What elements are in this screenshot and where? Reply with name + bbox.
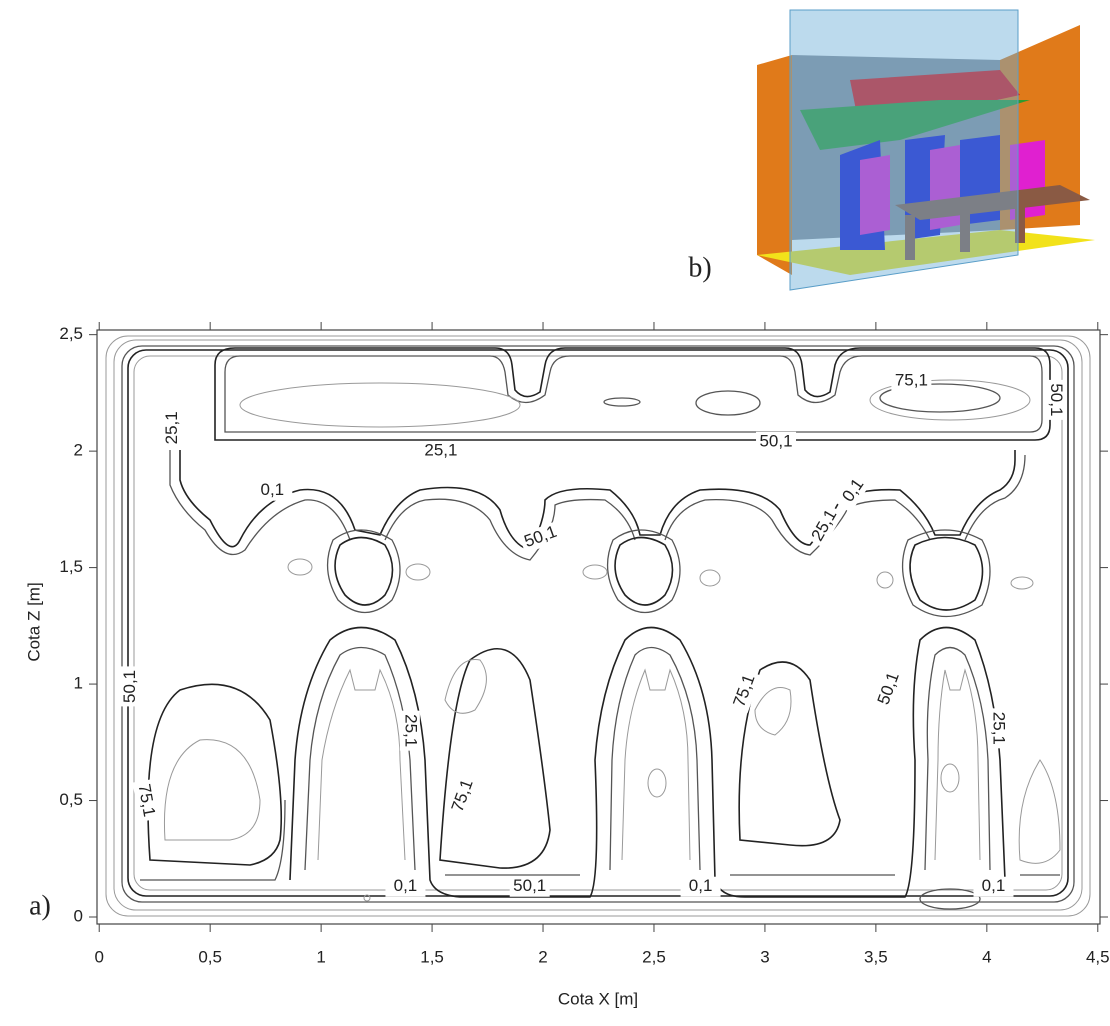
contour-label-text: 25,1 [424, 441, 457, 460]
contour-label: 0,1 [385, 876, 425, 897]
cylinder-contours [328, 530, 990, 617]
contour-lines [106, 336, 1090, 916]
contour-label: 75,1 [132, 779, 159, 822]
contour-label-text: 25,1 [989, 712, 1008, 745]
x-axis-label: Cota X [m] [558, 989, 638, 1008]
x-tick-label: 4 [982, 947, 991, 966]
contour-label: 0,1 [681, 876, 721, 897]
contour-label: 50,1 [120, 666, 141, 706]
y-tick-label: 1 [74, 674, 83, 693]
panel-label: a) [29, 890, 51, 921]
x-tick-label: 3,5 [864, 947, 888, 966]
x-tick-label: 1,5 [420, 947, 444, 966]
contour-label-text: 0,1 [982, 876, 1006, 895]
leg-contours [140, 628, 1060, 898]
y-tick-label: 0 [74, 906, 83, 925]
y-tick-label: 0,5 [59, 790, 83, 809]
contour-label: 50,1 [872, 666, 905, 711]
x-tick-label: 3 [760, 947, 769, 966]
y-axis-label: Cota Z [m] [24, 582, 43, 661]
contour-label: 50,1 [1046, 380, 1067, 420]
contour-label: 50,1 [518, 521, 563, 554]
contour-label: 25,1 [806, 503, 844, 548]
contour-label-text: 0,1 [394, 876, 418, 895]
room-render [757, 10, 1095, 290]
contour-label-text: 75,1 [895, 371, 928, 390]
y-tick-label: 1,5 [59, 557, 83, 576]
y-tick-label: 2 [74, 441, 83, 460]
y-tick-label: 2,5 [59, 324, 83, 343]
x-tick-label: 2 [538, 947, 547, 966]
x-tick-label: 4,5 [1086, 947, 1110, 966]
contour-label: 25,1 [421, 441, 461, 462]
x-tick-label: 0 [94, 947, 103, 966]
contour-label: 0,1 [252, 480, 292, 501]
x-tick-label: 2,5 [642, 947, 666, 966]
contour-label: 25,1 [400, 711, 421, 751]
contour-label: 50,1 [756, 431, 796, 452]
contour-label-text: 0,1 [689, 876, 713, 895]
x-tick-label: 0,5 [198, 947, 222, 966]
contour-label: 75,1 [446, 773, 479, 818]
contour-label-text: 25,1 [401, 714, 420, 747]
contour-label-text: 50,1 [1047, 383, 1066, 416]
contour-label-text: 25,1 [162, 411, 181, 444]
contour-label-text: 50,1 [759, 431, 792, 450]
figure: b) a) [0, 0, 1110, 1021]
contour-label: 0,1 [973, 876, 1013, 897]
contour-label-text: 0,1 [260, 480, 284, 499]
contour-label-text: 50,1 [120, 670, 139, 703]
x-tick-label: 1 [316, 947, 325, 966]
contour-label: 25,1 [988, 708, 1009, 748]
contour-label: 25,1 [162, 408, 183, 448]
axes [89, 322, 1108, 932]
panel-label: b) [688, 252, 711, 283]
contour-label: 50,1 [510, 876, 550, 897]
contour-label-text: 50,1 [513, 876, 546, 895]
contour-label: 75,1 [891, 371, 931, 392]
